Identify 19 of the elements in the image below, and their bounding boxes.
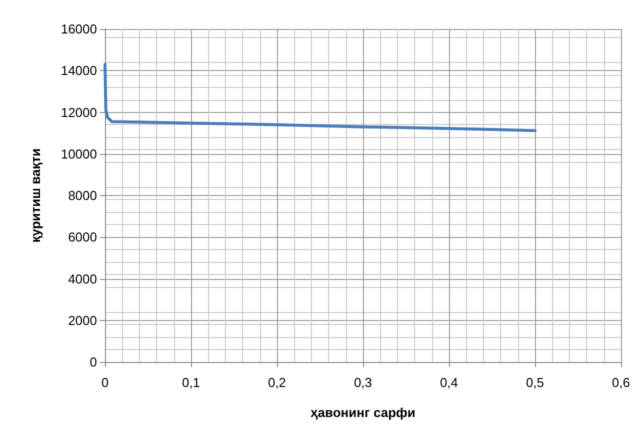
- x-tick-label: 0,5: [526, 375, 544, 390]
- y-tick-label: 14000: [60, 63, 97, 78]
- y-tick-label: 12000: [60, 104, 97, 120]
- y-tick-label: 4000: [68, 271, 97, 286]
- y-tick-label: 6000: [68, 230, 97, 245]
- x-tick-label: 0,6: [612, 375, 630, 390]
- x-tick-label: 0,4: [440, 375, 458, 390]
- line-series: [104, 62, 536, 132]
- x-tick-label: 0,2: [268, 375, 286, 390]
- x-tick-label: 0,1: [182, 375, 200, 390]
- x-tick-label: 0,3: [354, 375, 372, 390]
- y-tick-label: 2000: [68, 312, 97, 328]
- y-axis-title: қуритиш вақти: [28, 148, 43, 243]
- x-tick-label: 0: [101, 375, 109, 390]
- x-axis-title: ҳавонинг сарфи: [310, 405, 416, 420]
- y-tick-label: 0: [90, 354, 97, 370]
- y-tick-label: 8000: [68, 188, 97, 203]
- y-tick-label: 10000: [60, 146, 97, 162]
- y-tick-label: 16000: [60, 22, 97, 36]
